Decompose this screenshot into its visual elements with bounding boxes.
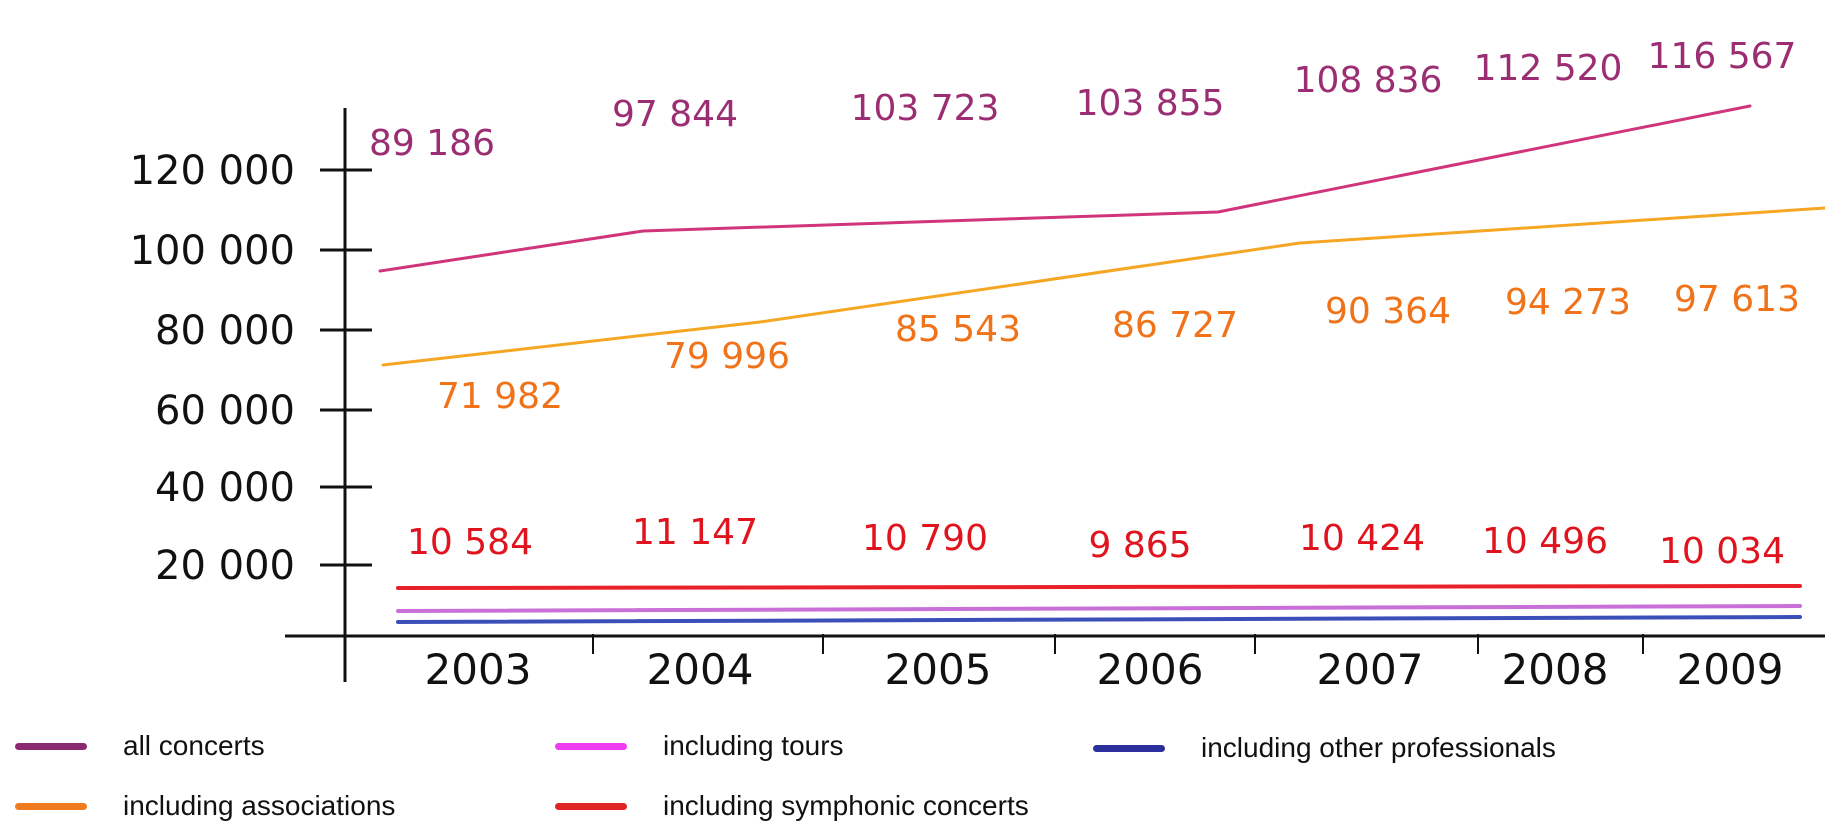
data-label: 10 584 xyxy=(407,522,533,563)
legend-swatch xyxy=(15,802,87,810)
data-labels: 89 186 97 844 103 723 103 855 108 836 112 520… xyxy=(369,36,1800,572)
data-label: 71 982 xyxy=(437,376,563,417)
data-label: 10 790 xyxy=(862,518,988,559)
data-label: 94 273 xyxy=(1505,282,1631,323)
y-tick-label: 80 000 xyxy=(155,308,295,354)
legend-label: including tours xyxy=(663,730,844,761)
legend-item: including tours xyxy=(555,726,844,766)
data-label: 97 844 xyxy=(612,94,738,135)
series-lines xyxy=(378,104,1825,624)
legend-swatch xyxy=(555,742,627,750)
x-tick-label: 2004 xyxy=(647,645,754,694)
y-tick-label: 20 000 xyxy=(155,543,295,589)
data-label: 10 424 xyxy=(1299,518,1425,559)
data-label: 97 613 xyxy=(1674,279,1800,320)
x-tick-label: 2006 xyxy=(1097,645,1204,694)
series-line-including-associations xyxy=(381,206,1825,367)
legend-swatch xyxy=(1093,744,1165,752)
data-label: 103 723 xyxy=(851,88,1000,129)
legend-label: including other professionals xyxy=(1201,732,1556,763)
x-tick-label: 2008 xyxy=(1502,645,1609,694)
x-tick-label: 2003 xyxy=(425,645,532,694)
legend-label: all concerts xyxy=(123,730,265,761)
data-label: 10 496 xyxy=(1482,521,1608,562)
data-label: 86 727 xyxy=(1112,305,1238,346)
x-tick-label: 2009 xyxy=(1677,645,1784,694)
legend-label: including associations xyxy=(123,790,396,821)
y-tick-label: 40 000 xyxy=(155,465,295,511)
y-tick-label: 60 000 xyxy=(155,388,295,434)
y-tick-label: 100 000 xyxy=(130,228,295,274)
data-label: 85 543 xyxy=(895,309,1021,350)
data-label: 11 147 xyxy=(632,512,758,553)
data-label: 79 996 xyxy=(664,336,790,377)
legend-item: including other professionals xyxy=(1093,728,1556,768)
x-tick-label: 2007 xyxy=(1317,645,1424,694)
data-label: 90 364 xyxy=(1325,291,1451,332)
legend-item: including associations xyxy=(15,786,395,826)
data-label: 89 186 xyxy=(369,123,495,164)
data-label: 10 034 xyxy=(1659,531,1785,572)
legend-item: including symphonic concerts xyxy=(555,786,1029,826)
data-label: 112 520 xyxy=(1474,48,1623,89)
series-line-including-symphonic-concerts xyxy=(396,584,1802,590)
data-label: 9 865 xyxy=(1088,525,1191,566)
legend-label: including symphonic concerts xyxy=(663,790,1029,821)
legend-swatch xyxy=(555,802,627,810)
legend-swatch xyxy=(15,742,87,750)
x-tick-label: 2005 xyxy=(885,645,992,694)
y-tick-label: 120 000 xyxy=(130,148,295,194)
data-label: 108 836 xyxy=(1294,60,1443,101)
data-label: 116 567 xyxy=(1648,36,1797,77)
data-label: 103 855 xyxy=(1076,83,1225,124)
y-axis-tick-labels: 120 000 100 000 80 000 60 000 40 000 20 000 xyxy=(130,148,295,589)
axes xyxy=(285,108,1825,682)
x-axis-tick-labels: 2003 2004 2005 2006 2007 2008 2009 xyxy=(425,645,1784,694)
series-line-including-tours xyxy=(396,604,1802,613)
legend-item: all concerts xyxy=(15,726,265,766)
series-line-all-concerts xyxy=(378,104,1752,273)
series-line-including-other-professionals xyxy=(396,615,1802,624)
